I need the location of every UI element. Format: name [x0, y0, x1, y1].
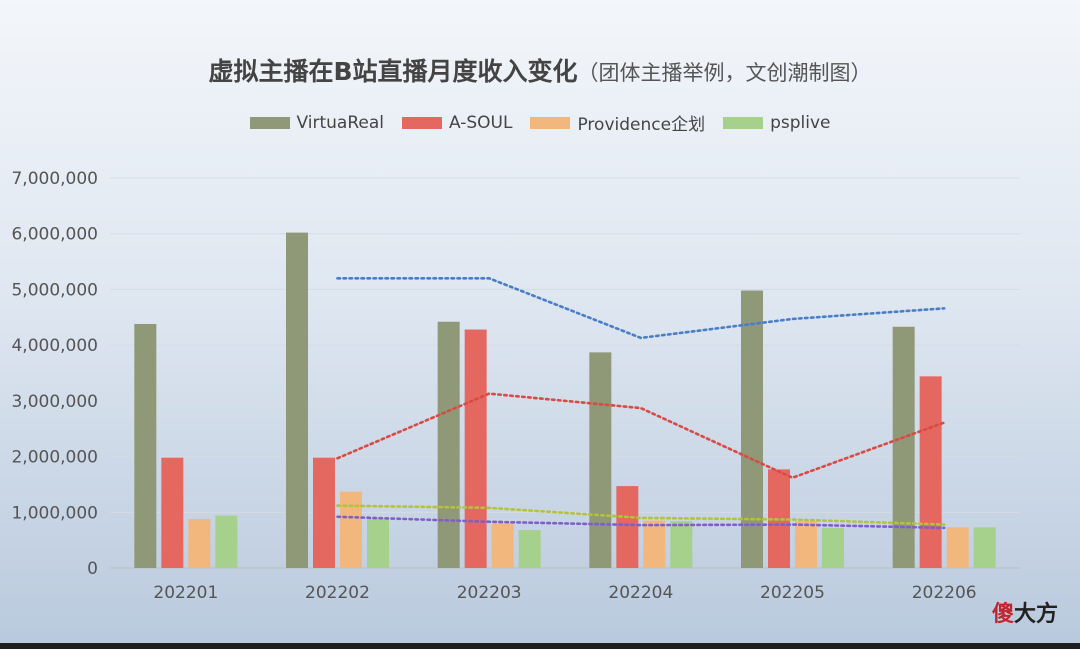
- bar-providence: [795, 521, 817, 568]
- bar-a-soul: [161, 457, 184, 568]
- legend-swatch-psplive: [723, 116, 764, 129]
- legend-label-virtuareal: VirtuaReal: [296, 112, 384, 133]
- x-tick-label: 202206: [912, 583, 977, 603]
- bar-psplive: [215, 515, 238, 568]
- chart-title: 虚拟主播在B站直播月度收入变化（团体主播举例，文创潮制图）: [0, 52, 1080, 88]
- watermark-first-char: 傻: [991, 602, 1014, 627]
- trendline: [336, 392, 946, 480]
- y-tick-label: 0: [87, 559, 98, 579]
- bar-psplive: [367, 518, 389, 568]
- chart-subtitle: （团体主播举例，文创潮制图）: [577, 61, 872, 85]
- bar-providence: [946, 527, 969, 568]
- x-tick-label: 202205: [760, 583, 825, 603]
- chart-legend: VirtuaReal A-SOUL Providence企划 psplive: [0, 110, 1080, 135]
- y-tick-label: 2,000,000: [11, 448, 98, 468]
- legend-item-psplive: psplive: [723, 110, 830, 135]
- bar-a-soul: [768, 469, 790, 568]
- bar-virtuareal: [286, 232, 308, 568]
- bar-virtuareal: [892, 326, 915, 568]
- legend-swatch-virtuareal: [249, 116, 290, 129]
- legend-swatch-providence: [530, 116, 571, 129]
- bar-virtuareal: [437, 321, 460, 568]
- watermark: 傻大方: [992, 596, 1058, 628]
- legend-label-asoul: A-SOUL: [449, 112, 513, 133]
- legend-item-virtuareal: VirtuaReal: [249, 110, 384, 135]
- bar-providence: [340, 491, 362, 568]
- bar-psplive: [670, 521, 693, 568]
- bar-psplive: [518, 530, 541, 568]
- trendline: [336, 515, 946, 530]
- bar-a-soul: [313, 457, 335, 568]
- y-tick-label: 5,000,000: [11, 280, 98, 300]
- bar-providence: [188, 518, 211, 568]
- y-tick-label: 4,000,000: [11, 336, 98, 356]
- legend-item-providence: Providence企划: [530, 110, 705, 135]
- trendline: [336, 504, 946, 526]
- y-tick-label: 1,000,000: [11, 503, 98, 523]
- y-tick-label: 6,000,000: [11, 225, 98, 245]
- y-tick-label: 3,000,000: [11, 392, 98, 412]
- bottom-bar: [0, 643, 1080, 649]
- bar-virtuareal: [589, 352, 612, 568]
- chart-title-main: 虚拟主播在B站直播月度收入变化: [208, 57, 578, 86]
- y-tick-label: 7,000,000: [11, 169, 98, 189]
- bar-a-soul: [616, 486, 639, 568]
- bar-providence: [643, 520, 666, 568]
- x-tick-label: 202201: [153, 583, 218, 603]
- x-tick-label: 202204: [608, 583, 673, 603]
- x-tick-label: 202203: [457, 583, 522, 603]
- bar-a-soul: [919, 376, 942, 568]
- bar-providence: [491, 523, 514, 568]
- bar-psplive: [822, 527, 844, 568]
- bar-virtuareal: [741, 290, 763, 568]
- trendline: [336, 276, 946, 340]
- legend-label-providence: Providence企划: [577, 115, 706, 135]
- legend-item-asoul: A-SOUL: [402, 110, 512, 135]
- bar-virtuareal: [134, 323, 157, 568]
- bar-psplive: [973, 527, 996, 568]
- bar-a-soul: [464, 329, 487, 568]
- x-tick-label: 202202: [305, 583, 370, 603]
- legend-swatch-asoul: [402, 116, 442, 129]
- legend-label-psplive: psplive: [770, 112, 831, 133]
- watermark-rest: 大方: [1013, 602, 1058, 627]
